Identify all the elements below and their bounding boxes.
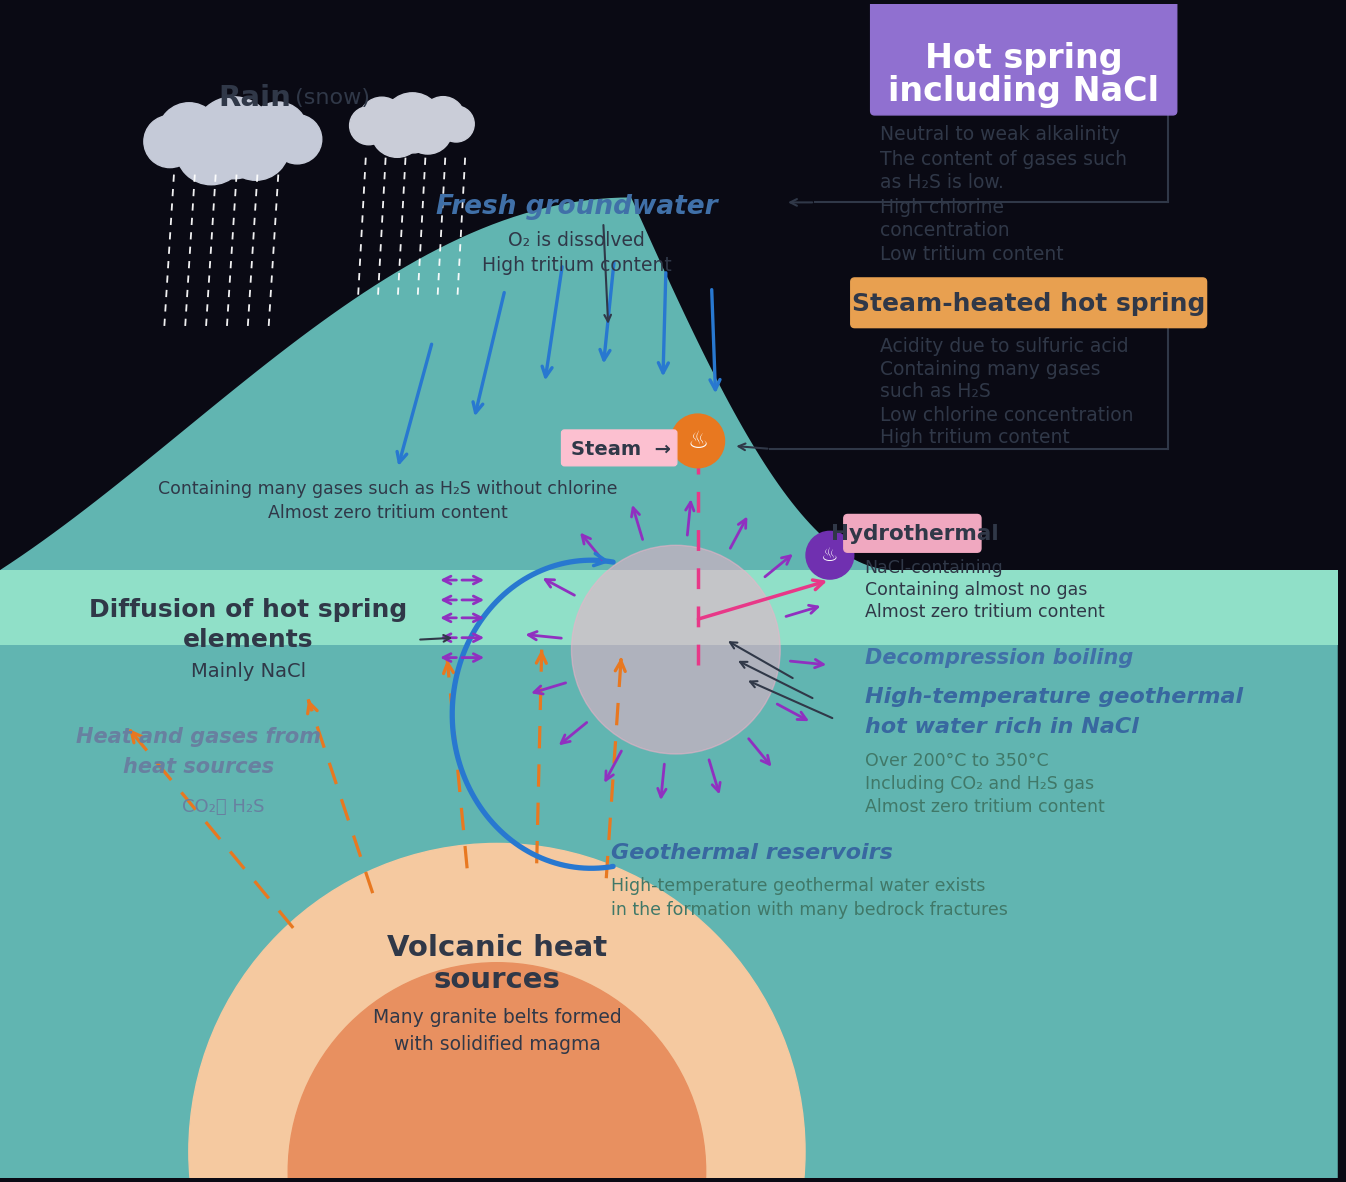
- Text: High-temperature geothermal water exists: High-temperature geothermal water exists: [611, 877, 985, 895]
- Text: Hot spring: Hot spring: [925, 41, 1123, 74]
- Text: Hydrothermal: Hydrothermal: [830, 525, 999, 545]
- Text: Volcanic heat: Volcanic heat: [386, 934, 607, 962]
- Text: Neutral to weak alkalinity: Neutral to weak alkalinity: [879, 125, 1120, 144]
- Circle shape: [404, 105, 452, 154]
- Text: concentration: concentration: [879, 221, 1010, 240]
- Text: Almost zero tritium content: Almost zero tritium content: [864, 603, 1105, 621]
- FancyBboxPatch shape: [561, 430, 677, 466]
- Text: Almost zero tritium content: Almost zero tritium content: [864, 798, 1105, 816]
- Text: Geothermal reservoirs: Geothermal reservoirs: [611, 844, 894, 863]
- Text: heat sources: heat sources: [124, 756, 275, 777]
- Text: Decompression boiling: Decompression boiling: [864, 648, 1133, 668]
- Text: as H₂S is low.: as H₂S is low.: [879, 173, 1004, 191]
- Text: CO₂、 H₂S: CO₂、 H₂S: [182, 798, 265, 816]
- FancyBboxPatch shape: [844, 514, 981, 552]
- Text: Heat and gases from: Heat and gases from: [77, 727, 322, 747]
- Text: Diffusion of hot spring: Diffusion of hot spring: [89, 598, 408, 622]
- Text: Low tritium content: Low tritium content: [879, 245, 1063, 264]
- Bar: [0, 570, 1338, 644]
- Text: Almost zero tritium content: Almost zero tritium content: [268, 505, 507, 522]
- Text: hot water rich in NaCl: hot water rich in NaCl: [864, 717, 1139, 738]
- Text: Containing many gases such as H₂S without chlorine: Containing many gases such as H₂S withou…: [157, 480, 618, 498]
- Circle shape: [350, 106, 388, 144]
- Text: High tritium content: High tritium content: [879, 428, 1069, 448]
- Text: such as H₂S: such as H₂S: [879, 382, 991, 401]
- Text: High chlorine: High chlorine: [879, 197, 1004, 216]
- Circle shape: [222, 113, 289, 181]
- Text: Acidity due to sulfuric acid: Acidity due to sulfuric acid: [879, 337, 1128, 356]
- Text: ♨: ♨: [688, 429, 708, 453]
- Circle shape: [192, 97, 275, 178]
- Text: including NaCl: including NaCl: [888, 74, 1159, 108]
- Text: High-temperature geothermal: High-temperature geothermal: [864, 688, 1242, 707]
- Circle shape: [175, 113, 248, 184]
- Text: with solidified magma: with solidified magma: [393, 1034, 600, 1053]
- Circle shape: [273, 115, 322, 164]
- Circle shape: [806, 532, 853, 579]
- Text: Steam-heated hot spring: Steam-heated hot spring: [852, 292, 1206, 316]
- Circle shape: [188, 844, 805, 1182]
- Text: Containing many gases: Containing many gases: [879, 359, 1100, 379]
- Text: sources: sources: [433, 966, 560, 994]
- FancyBboxPatch shape: [851, 278, 1206, 327]
- Text: Rain: Rain: [218, 84, 292, 112]
- Circle shape: [421, 97, 464, 141]
- FancyBboxPatch shape: [871, 0, 1176, 115]
- Text: Over 200°C to 350°C: Over 200°C to 350°C: [864, 752, 1049, 769]
- Text: Low chlorine concentration: Low chlorine concentration: [879, 405, 1133, 424]
- Polygon shape: [0, 197, 1338, 1178]
- Circle shape: [382, 93, 443, 152]
- Text: elements: elements: [183, 628, 314, 651]
- Circle shape: [248, 102, 308, 162]
- Text: Including CO₂ and H₂S gas: Including CO₂ and H₂S gas: [864, 775, 1094, 793]
- Bar: [0, 570, 1338, 644]
- Circle shape: [157, 103, 221, 165]
- Circle shape: [288, 962, 705, 1182]
- Circle shape: [572, 545, 781, 754]
- Text: Fresh groundwater: Fresh groundwater: [436, 194, 717, 220]
- Circle shape: [359, 97, 405, 143]
- Text: in the formation with many bedrock fractures: in the formation with many bedrock fract…: [611, 901, 1008, 920]
- Text: High tritium content: High tritium content: [482, 255, 672, 274]
- Circle shape: [670, 414, 724, 468]
- Circle shape: [144, 116, 197, 168]
- Text: NaCl-containing: NaCl-containing: [864, 559, 1003, 577]
- Text: O₂ is dissolved: O₂ is dissolved: [507, 230, 645, 249]
- Text: The content of gases such: The content of gases such: [879, 150, 1127, 169]
- Text: Mainly NaCl: Mainly NaCl: [191, 662, 306, 681]
- Text: Steam  →: Steam →: [571, 441, 672, 460]
- Text: Many granite belts formed: Many granite belts formed: [373, 1008, 622, 1027]
- Circle shape: [439, 106, 474, 142]
- Text: Containing almost no gas: Containing almost no gas: [864, 582, 1088, 599]
- Circle shape: [371, 105, 424, 157]
- Text: ♨: ♨: [821, 546, 839, 565]
- Text: (snow): (snow): [288, 87, 370, 108]
